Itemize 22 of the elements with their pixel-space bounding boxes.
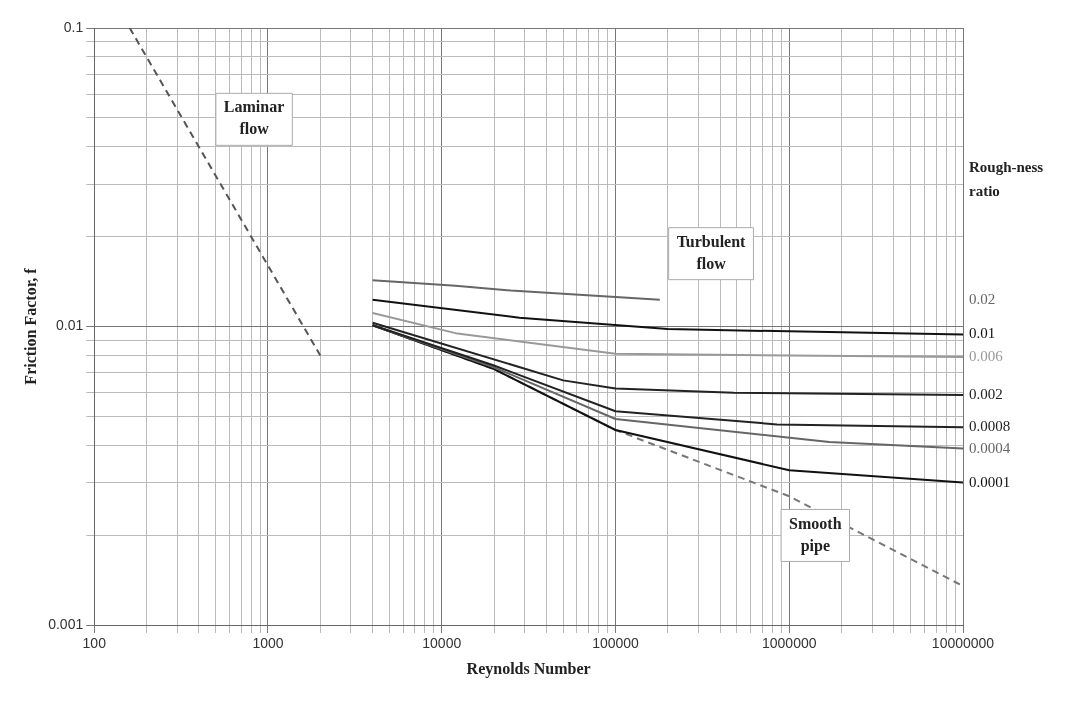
y-tick-label: 0.1 [63,18,84,35]
series-label: 0.0008 [969,418,1011,435]
annotation: Turbulent flow [676,232,747,272]
x-axis-title: Reynolds Number [466,659,591,678]
y-tick-label: 0.01 [55,317,84,334]
x-tick-label: 100 [82,635,107,652]
x-tick-label: 1000000 [761,635,817,652]
series-label: 0.006 [969,348,1004,364]
x-tick-label: 10000 [422,635,462,652]
legend-title: Rough-ness ratio [969,158,1044,199]
series-label: 0.0001 [969,473,1011,490]
text: 0.02 [969,290,996,307]
annotation: Laminar flow [223,98,285,138]
series-label: 0.0004 [969,439,1011,456]
x-tick-label: 100000 [592,635,640,652]
y-tick-label: 0.001 [48,615,84,632]
series-label: 0.002 [969,385,1003,402]
y-axis-title: Friction Factor, f [21,267,39,385]
annotation: Smooth pipe [789,514,842,555]
series-label: 0.01 [969,325,996,342]
x-tick-label: 10000000 [931,635,995,652]
x-tick-label: 1000 [252,635,284,652]
